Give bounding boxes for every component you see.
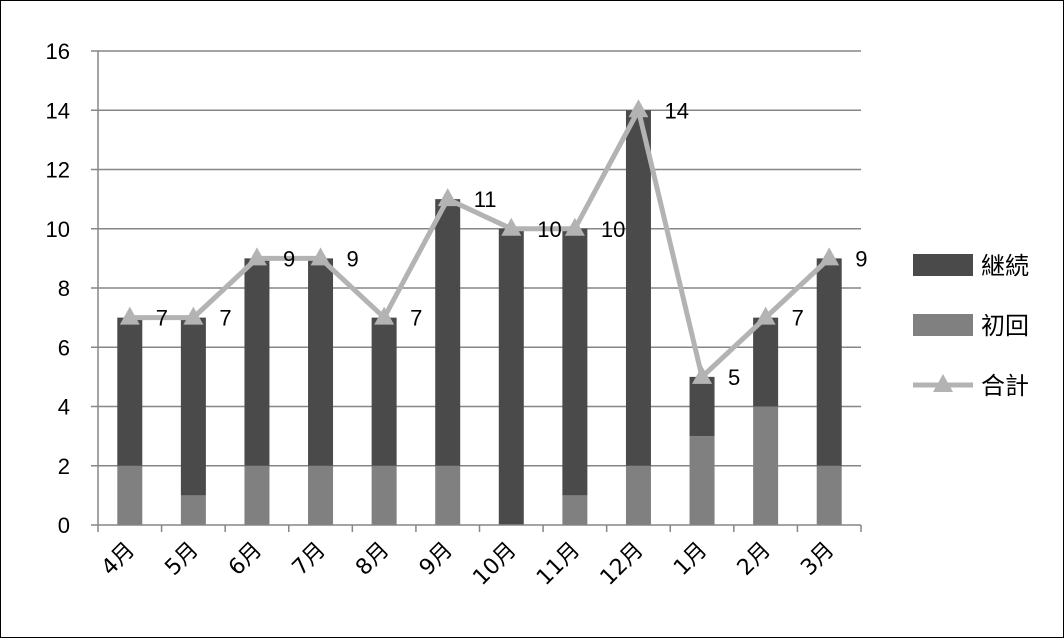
line-marker	[501, 217, 522, 236]
y-tick-label: 2	[58, 454, 70, 479]
bar-初回	[180, 495, 206, 525]
bar-継続	[117, 317, 143, 466]
data-label: 7	[156, 306, 168, 331]
y-tick-label: 0	[58, 513, 70, 538]
line-marker	[374, 306, 395, 325]
legend-label: 継続	[981, 252, 1029, 280]
bar-初回	[244, 465, 270, 525]
axes	[91, 50, 862, 532]
y-tick-label: 16	[46, 39, 70, 64]
line-marker	[437, 188, 458, 207]
bar-初回	[117, 465, 143, 525]
x-tick-label: 5月	[160, 538, 203, 581]
bars	[117, 110, 842, 525]
line-marker	[564, 217, 585, 236]
x-tick-label: 7月	[288, 538, 331, 581]
bar-継続	[689, 376, 715, 437]
data-label: 10	[601, 217, 625, 242]
bar-継続	[562, 228, 588, 496]
bar-初回	[816, 465, 842, 525]
bar-初回	[689, 436, 715, 525]
y-tick-label: 8	[58, 276, 70, 301]
line-marker	[119, 306, 140, 325]
x-tick-label: 11月	[532, 538, 585, 591]
legend-swatch	[913, 254, 973, 276]
x-tick-label: 10月	[469, 538, 522, 591]
x-tick-label: 12月	[596, 538, 649, 591]
bar-継続	[435, 199, 461, 466]
data-label: 7	[792, 306, 804, 331]
bar-初回	[625, 465, 651, 525]
y-axis-tick-labels: 0 2 4 6 8 10 12 14 16	[46, 39, 70, 538]
data-label: 5	[728, 365, 740, 390]
bar-継続	[816, 258, 842, 466]
line-marker	[183, 306, 204, 325]
data-label: 9	[855, 246, 867, 271]
x-tick-label: 1月	[669, 538, 712, 581]
y-tick-label: 10	[46, 217, 70, 242]
gridlines	[98, 50, 861, 467]
data-label: 10	[537, 217, 561, 242]
legend-label: 初回	[981, 312, 1029, 340]
y-tick-label: 4	[58, 395, 70, 420]
x-tick-label: 3月	[796, 538, 839, 581]
bar-継続	[244, 258, 270, 466]
x-tick-label: 9月	[415, 538, 458, 581]
data-label: 7	[410, 306, 422, 331]
data-label: 7	[219, 306, 231, 331]
bar-初回	[435, 465, 461, 525]
y-tick-label: 12	[46, 158, 70, 183]
legend-marker	[933, 374, 953, 392]
data-label: 9	[347, 246, 359, 271]
line-marker	[310, 247, 331, 266]
x-tick-label: 6月	[224, 538, 267, 581]
total-line-path	[129, 107, 831, 380]
bar-継続	[753, 317, 779, 407]
bar-継続	[180, 317, 206, 496]
x-axis-tick-labels: 4月 5月 6月 7月 8月 9月 10月 11月 12月 1月 2月 3月	[97, 538, 840, 591]
data-label: 11	[474, 187, 497, 212]
bar-継続	[371, 317, 397, 466]
bar-初回	[308, 465, 334, 525]
bar-継続	[498, 228, 524, 525]
x-tick-label: 2月	[733, 538, 776, 581]
x-tick-label: 8月	[351, 538, 394, 581]
data-label: 14	[664, 98, 688, 123]
bar-継続	[625, 110, 651, 466]
line-marker	[819, 247, 840, 266]
y-tick-label: 6	[58, 335, 70, 360]
y-tick-label: 14	[46, 98, 70, 123]
bar-初回	[371, 465, 397, 525]
data-label: 9	[283, 246, 295, 271]
legend-label: 合計	[981, 372, 1029, 400]
bar-継続	[308, 258, 334, 466]
bar-初回	[562, 495, 588, 525]
data-labels: 7 7 9 9 7 11 10 10 14 5 7 9	[156, 98, 868, 390]
bar-初回	[753, 406, 779, 525]
line-marker	[246, 247, 267, 266]
line-marker	[692, 365, 713, 384]
line-marker	[628, 99, 649, 118]
total-line	[119, 99, 840, 384]
line-marker	[755, 306, 776, 325]
legend-swatch	[913, 314, 973, 336]
x-tick-label: 4月	[97, 538, 140, 581]
